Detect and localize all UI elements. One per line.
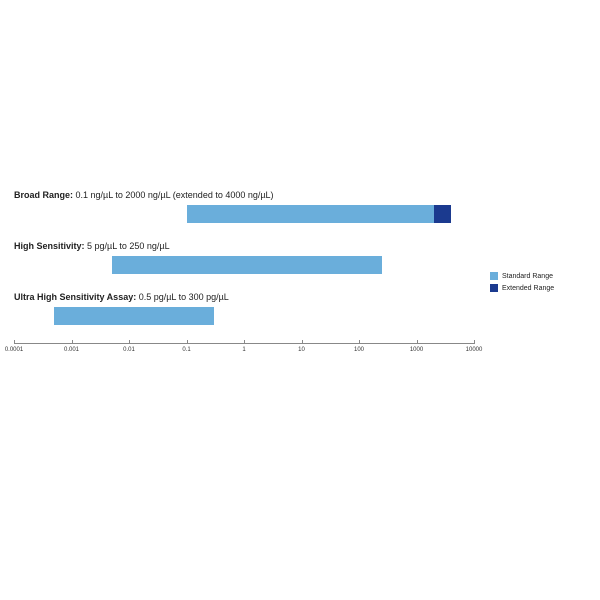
row-label: High Sensitivity: 5 pg/µL to 250 ng/µL xyxy=(14,241,586,251)
legend-item-standard: Standard Range xyxy=(490,272,554,280)
plot-area xyxy=(14,205,474,223)
x-tick-label: 1000 xyxy=(410,347,423,353)
x-tick-label: 10000 xyxy=(466,347,483,353)
legend-item-extended: Extended Range xyxy=(490,284,554,292)
bar-segment xyxy=(112,256,382,274)
label-bold: Broad Range: xyxy=(14,190,73,200)
swatch-extended xyxy=(490,284,498,292)
label-bold: High Sensitivity: xyxy=(14,241,85,251)
x-tick xyxy=(244,340,245,344)
legend: Standard Range Extended Range xyxy=(490,272,554,296)
legend-label: Extended Range xyxy=(502,285,554,292)
swatch-standard xyxy=(490,272,498,280)
x-tick xyxy=(474,340,475,344)
bar-segment xyxy=(187,205,434,223)
row-broad-range: Broad Range: 0.1 ng/µL to 2000 ng/µL (ex… xyxy=(14,190,586,223)
plot-area xyxy=(14,307,474,325)
x-tick xyxy=(129,340,130,344)
bar-segment xyxy=(54,307,214,325)
label-rest: 0.1 ng/µL to 2000 ng/µL (extended to 400… xyxy=(73,190,274,200)
x-tick-label: 0.001 xyxy=(64,347,79,353)
legend-label: Standard Range xyxy=(502,273,553,280)
x-tick xyxy=(187,340,188,344)
bar-segment xyxy=(434,205,451,223)
row-high-sensitivity: High Sensitivity: 5 pg/µL to 250 ng/µL xyxy=(14,241,586,274)
label-rest: 0.5 pg/µL to 300 pg/µL xyxy=(136,292,229,302)
row-ultra-high-sensitivity: Ultra High Sensitivity Assay: 0.5 pg/µL … xyxy=(14,292,586,325)
x-tick-label: 100 xyxy=(354,347,364,353)
plot-area xyxy=(14,256,474,274)
x-tick-label: 0.01 xyxy=(123,347,135,353)
x-tick-label: 10 xyxy=(298,347,305,353)
x-tick xyxy=(14,340,15,344)
label-rest: 5 pg/µL to 250 ng/µL xyxy=(85,241,170,251)
row-label: Broad Range: 0.1 ng/µL to 2000 ng/µL (ex… xyxy=(14,190,586,200)
x-tick-label: 0.1 xyxy=(182,347,190,353)
x-tick-label: 1 xyxy=(242,347,245,353)
label-bold: Ultra High Sensitivity Assay: xyxy=(14,292,136,302)
x-axis: 0.00010.0010.010.1110100100010000 xyxy=(14,343,474,361)
x-tick xyxy=(302,340,303,344)
x-tick xyxy=(417,340,418,344)
x-tick xyxy=(359,340,360,344)
x-tick xyxy=(72,340,73,344)
x-tick-label: 0.0001 xyxy=(5,347,23,353)
